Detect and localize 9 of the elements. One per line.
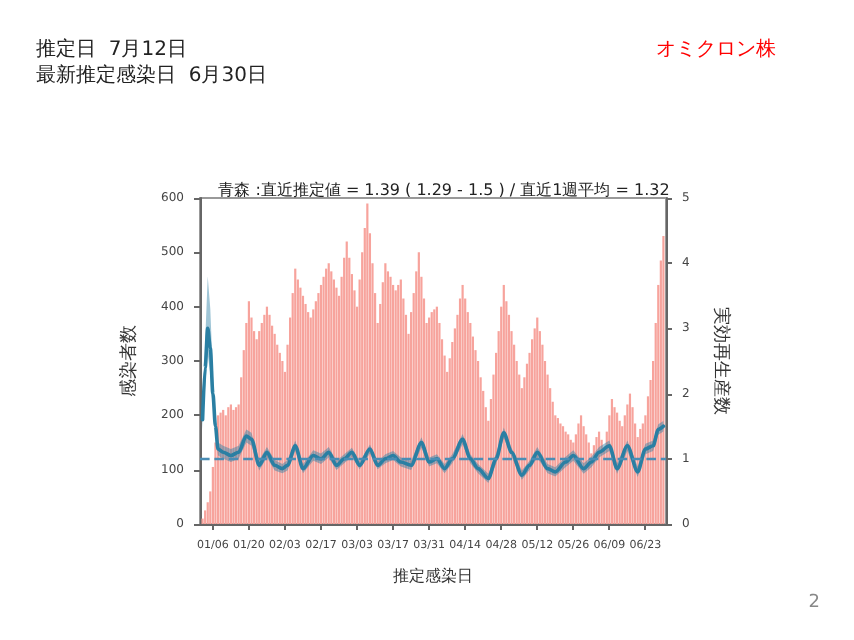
y-axis-title: 感染者数 xyxy=(118,325,141,397)
text: 2 xyxy=(808,593,821,613)
y2-axis-title: 実効再生産数 xyxy=(710,307,733,415)
x-axis-title: 推定感染日 xyxy=(393,567,473,585)
chart-title: 青森 :直近推定値 = 1.39 ( 1.29 - 1.5 ) / 直近1週平均 = 1.32 xyxy=(218,181,670,199)
line-series xyxy=(200,326,666,481)
text: オミクロン株 xyxy=(656,37,776,61)
text: 推定日 7月12日 xyxy=(36,37,187,61)
text: 最新推定感染日 6月30日 xyxy=(36,63,267,87)
